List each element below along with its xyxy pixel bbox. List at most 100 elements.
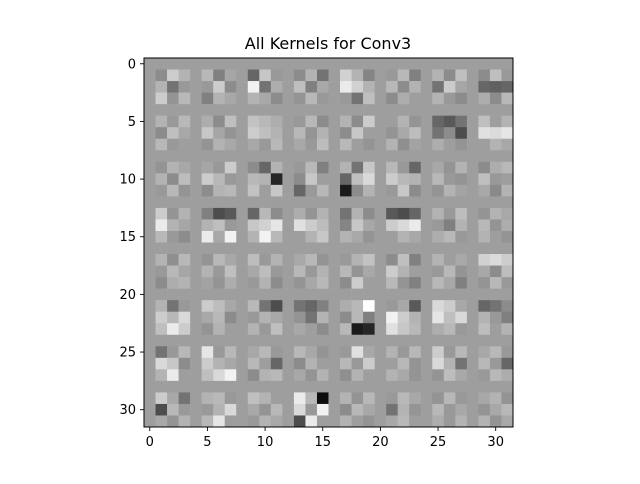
heatmap-cell	[178, 392, 191, 405]
heatmap-cell	[420, 415, 433, 428]
heatmap-cell	[305, 81, 318, 93]
heatmap-cell	[155, 300, 168, 312]
heatmap-cell	[432, 288, 445, 301]
heatmap-cell	[443, 380, 456, 393]
heatmap-cell	[328, 184, 341, 197]
heatmap-cell	[432, 254, 445, 266]
heatmap-cell	[155, 207, 168, 220]
heatmap-cell	[213, 380, 226, 393]
heatmap-cell	[282, 127, 295, 140]
heatmap-cell	[501, 392, 514, 405]
heatmap-cell	[167, 138, 179, 151]
heatmap-cell	[270, 138, 283, 151]
heatmap-cell	[397, 219, 410, 232]
heatmap-cell	[409, 219, 422, 232]
heatmap-cell	[190, 265, 202, 278]
heatmap-cell	[213, 392, 226, 405]
heatmap-cell	[270, 403, 283, 416]
heatmap-cell	[397, 288, 410, 301]
heatmap-cell	[178, 196, 191, 209]
heatmap-cell	[282, 380, 295, 393]
heatmap-cell	[386, 138, 398, 151]
heatmap-cell	[224, 58, 237, 70]
heatmap-cell	[178, 346, 191, 359]
heatmap-cell	[293, 104, 306, 116]
heatmap-cell	[455, 104, 468, 116]
heatmap-cell	[397, 173, 410, 186]
heatmap-cell	[363, 392, 375, 405]
heatmap-cell	[282, 92, 295, 105]
heatmap-cell	[236, 127, 249, 140]
heatmap-cell	[466, 230, 479, 243]
heatmap-cell	[363, 81, 375, 93]
heatmap-cell	[420, 334, 433, 347]
heatmap-cell	[190, 81, 202, 93]
heatmap-cell	[190, 69, 202, 82]
heatmap-cell	[363, 230, 375, 243]
heatmap-cell	[190, 150, 202, 163]
heatmap-cell	[316, 219, 329, 232]
heatmap-cell	[363, 288, 375, 301]
heatmap-cell	[409, 92, 422, 105]
heatmap-cell	[432, 311, 445, 324]
heatmap-cell	[443, 357, 456, 370]
heatmap-cell	[144, 219, 156, 232]
heatmap-cell	[466, 69, 479, 82]
heatmap-cell	[489, 346, 502, 359]
heatmap-cell	[489, 207, 502, 220]
heatmap-cell	[432, 346, 445, 359]
heatmap-cell	[213, 219, 226, 232]
heatmap-cell	[363, 92, 375, 105]
heatmap-cell	[443, 58, 456, 70]
heatmap-cell	[201, 392, 214, 405]
heatmap-cell	[247, 334, 260, 347]
heatmap-cell	[155, 277, 168, 289]
heatmap-cell	[316, 230, 329, 243]
heatmap-cell	[328, 230, 341, 243]
heatmap-cell	[224, 288, 237, 301]
heatmap-cell	[213, 311, 226, 324]
heatmap-cell	[167, 161, 179, 174]
heatmap-cell	[190, 254, 202, 266]
heatmap-cell	[432, 184, 445, 197]
heatmap-cell	[305, 392, 318, 405]
heatmap-cell	[224, 173, 237, 186]
heatmap-cell	[316, 369, 329, 382]
heatmap-cell	[144, 369, 156, 382]
heatmap-cell	[236, 184, 249, 197]
heatmap-cell	[489, 323, 502, 336]
heatmap-cell	[443, 104, 456, 116]
heatmap-cell	[178, 311, 191, 324]
heatmap-cell	[340, 415, 352, 428]
heatmap-cell	[340, 265, 352, 278]
heatmap-cell	[224, 184, 237, 197]
heatmap-cell	[466, 369, 479, 382]
heatmap-cell	[293, 334, 306, 347]
heatmap-cell	[305, 242, 318, 255]
heatmap-cell	[466, 380, 479, 393]
heatmap-cell	[432, 415, 445, 428]
heatmap-cell	[409, 323, 422, 336]
heatmap-cell	[178, 115, 191, 128]
heatmap-cell	[178, 334, 191, 347]
heatmap-cell	[201, 127, 214, 140]
heatmap-cell	[224, 323, 237, 336]
heatmap-cell	[144, 323, 156, 336]
heatmap-cell	[259, 81, 272, 93]
heatmap-cell	[167, 277, 179, 289]
heatmap-cell	[155, 242, 168, 255]
heatmap-cell	[144, 207, 156, 220]
heatmap-cell	[420, 115, 433, 128]
heatmap-cell	[363, 265, 375, 278]
heatmap-cell	[155, 150, 168, 163]
heatmap-cell	[351, 127, 364, 140]
heatmap-cell	[213, 92, 226, 105]
heatmap-cell	[443, 311, 456, 324]
heatmap-cell	[466, 300, 479, 312]
heatmap-cell	[247, 403, 260, 416]
heatmap-cell	[386, 58, 398, 70]
heatmap-cell	[466, 311, 479, 324]
heatmap-cell	[316, 300, 329, 312]
heatmap-cell	[270, 334, 283, 347]
heatmap-cell	[305, 380, 318, 393]
